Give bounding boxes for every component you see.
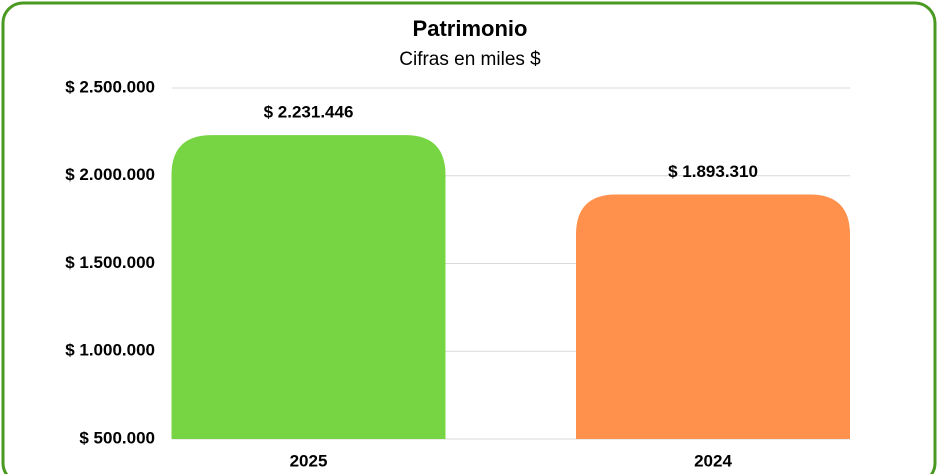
y-tick-label: $ 2.000.000	[65, 165, 155, 184]
data-label: $ 1.893.310	[668, 162, 758, 181]
y-tick-label: $ 1.500.000	[65, 253, 155, 272]
x-tick-label: 2024	[694, 451, 732, 470]
chart-subtitle: Cifras en miles $	[399, 49, 541, 70]
y-tick-label: $ 500.000	[79, 428, 155, 447]
y-tick-label: $ 1.000.000	[65, 341, 155, 360]
bar	[576, 194, 850, 439]
data-label: $ 2.231.446	[264, 103, 354, 122]
bar	[171, 135, 446, 439]
y-tick-label: $ 2.500.000	[65, 77, 155, 96]
x-tick-label: 2025	[290, 451, 328, 470]
chart-title: Patrimonio	[413, 16, 528, 41]
